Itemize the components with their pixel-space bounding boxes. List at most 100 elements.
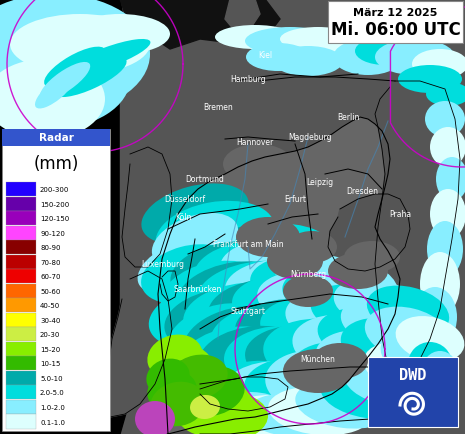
Ellipse shape [141, 184, 249, 245]
Ellipse shape [170, 242, 290, 307]
Ellipse shape [150, 382, 206, 426]
Bar [6, 255, 36, 269]
Text: Dortmund: Dortmund [186, 175, 225, 184]
Text: München: München [300, 355, 335, 364]
Ellipse shape [355, 38, 415, 66]
Text: Frankfurt am Main: Frankfurt am Main [213, 240, 283, 249]
Text: 20-30: 20-30 [40, 332, 60, 338]
Ellipse shape [260, 297, 376, 358]
Bar [6, 240, 36, 255]
Polygon shape [120, 0, 465, 434]
Text: 50-60: 50-60 [40, 288, 60, 294]
Ellipse shape [380, 329, 455, 379]
Text: 150-200: 150-200 [40, 201, 69, 207]
Ellipse shape [408, 342, 452, 386]
Ellipse shape [430, 128, 465, 168]
Ellipse shape [286, 291, 395, 348]
Ellipse shape [167, 303, 282, 375]
Ellipse shape [222, 395, 318, 434]
Ellipse shape [205, 361, 305, 417]
Bar [6, 299, 36, 312]
Ellipse shape [303, 258, 398, 310]
Ellipse shape [149, 286, 251, 349]
Ellipse shape [138, 241, 213, 293]
Ellipse shape [153, 248, 262, 310]
Ellipse shape [246, 44, 310, 72]
Ellipse shape [0, 30, 130, 130]
Polygon shape [0, 0, 130, 434]
Text: (mm): (mm) [33, 155, 79, 173]
Ellipse shape [147, 335, 203, 380]
Bar [6, 328, 36, 342]
Ellipse shape [282, 268, 382, 321]
Ellipse shape [35, 74, 75, 109]
Bar [6, 226, 36, 240]
Ellipse shape [310, 40, 370, 64]
Bar [6, 211, 36, 226]
Ellipse shape [292, 315, 412, 380]
Polygon shape [375, 82, 460, 374]
Ellipse shape [412, 50, 465, 80]
Ellipse shape [235, 299, 355, 363]
Bar [6, 183, 36, 197]
Polygon shape [225, 0, 260, 32]
Text: 1.0-2.0: 1.0-2.0 [40, 404, 65, 410]
Ellipse shape [162, 369, 238, 429]
Ellipse shape [165, 289, 279, 354]
Text: Nürnberg: Nürnberg [290, 270, 326, 279]
Ellipse shape [426, 83, 465, 107]
Bar [328, 2, 463, 44]
Text: 60-70: 60-70 [40, 273, 60, 279]
Polygon shape [0, 0, 125, 55]
Text: 70-80: 70-80 [40, 259, 60, 265]
Ellipse shape [40, 63, 90, 101]
Polygon shape [120, 0, 280, 50]
Ellipse shape [364, 342, 446, 392]
Ellipse shape [280, 28, 356, 52]
Ellipse shape [175, 381, 255, 434]
Ellipse shape [398, 66, 462, 94]
Ellipse shape [436, 158, 465, 201]
Text: Kiel: Kiel [258, 50, 272, 59]
Polygon shape [200, 367, 430, 434]
Text: 80-90: 80-90 [40, 245, 60, 250]
Ellipse shape [334, 279, 422, 329]
Bar [6, 342, 36, 356]
Text: Erfurt: Erfurt [284, 195, 306, 204]
Bar [6, 284, 36, 298]
Ellipse shape [283, 275, 333, 307]
Text: 90-120: 90-120 [40, 230, 65, 236]
Text: 2.0-5.0: 2.0-5.0 [40, 390, 65, 395]
Text: 30-40: 30-40 [40, 317, 60, 323]
Ellipse shape [161, 261, 269, 328]
Text: Düsseldorf: Düsseldorf [165, 195, 206, 204]
Ellipse shape [66, 40, 150, 76]
Text: 40-50: 40-50 [40, 302, 60, 309]
Ellipse shape [168, 355, 228, 399]
Text: Hamburg: Hamburg [230, 76, 266, 84]
Ellipse shape [320, 369, 416, 419]
Ellipse shape [147, 371, 197, 411]
Ellipse shape [245, 28, 335, 56]
Ellipse shape [0, 0, 150, 115]
Ellipse shape [192, 393, 268, 434]
Bar [6, 357, 36, 371]
Polygon shape [105, 271, 172, 417]
Bar [6, 270, 36, 283]
Ellipse shape [265, 350, 385, 418]
Text: 200-300: 200-300 [40, 187, 69, 193]
Text: Leipzig: Leipzig [306, 178, 333, 187]
Text: Magdeburg: Magdeburg [288, 133, 332, 142]
Ellipse shape [318, 308, 426, 366]
Bar [2, 130, 110, 431]
Ellipse shape [183, 283, 307, 352]
Ellipse shape [425, 102, 465, 138]
Ellipse shape [250, 256, 360, 312]
Ellipse shape [344, 356, 432, 406]
Bar [6, 414, 36, 428]
Bar [368, 357, 458, 427]
Ellipse shape [194, 241, 310, 302]
Ellipse shape [311, 284, 410, 338]
Text: Bremen: Bremen [203, 103, 233, 112]
Ellipse shape [365, 307, 451, 362]
